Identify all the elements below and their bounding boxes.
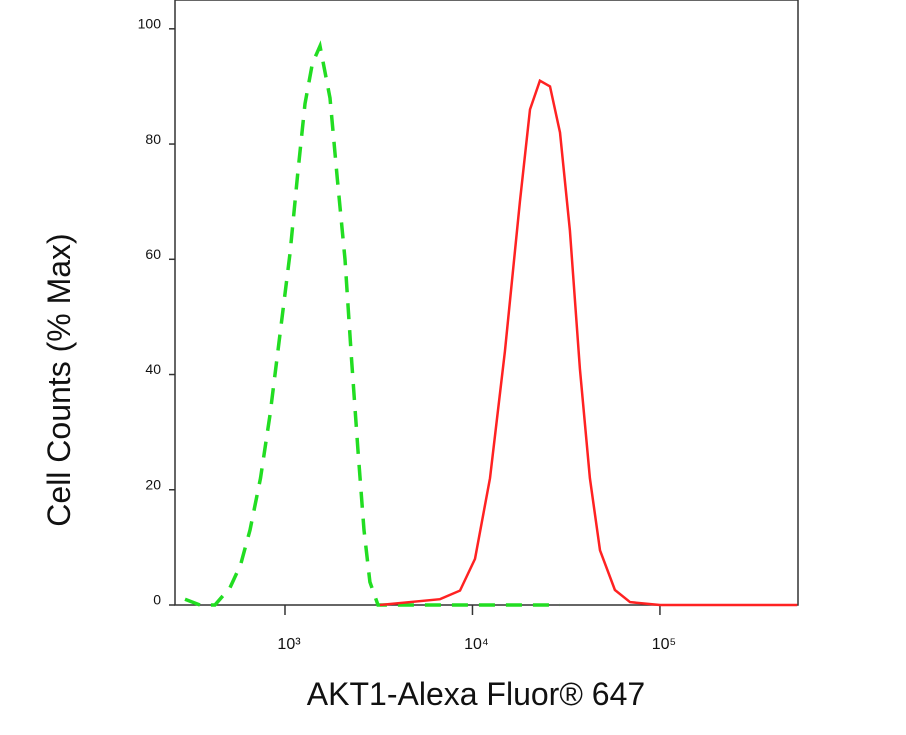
plot-frame bbox=[174, 0, 799, 606]
y-axis-label: Cell Counts (% Max) bbox=[41, 233, 77, 526]
y-tick-label: 80 bbox=[145, 131, 161, 147]
y-tick-label: 20 bbox=[145, 476, 161, 492]
histogram-line bbox=[184, 40, 560, 607]
y-tick-label: 40 bbox=[145, 361, 161, 377]
x-axis-label: AKT1-Alexa Fluor® 647 bbox=[307, 676, 645, 712]
histogram-line bbox=[379, 78, 798, 607]
y-tick-label: 0 bbox=[153, 592, 161, 608]
x-tick-label: 10⁴ bbox=[464, 636, 489, 653]
y-tick-label: 60 bbox=[145, 246, 161, 262]
x-tick-label: 10³ bbox=[277, 636, 301, 653]
y-tick-label: 100 bbox=[138, 16, 162, 32]
x-tick-label: 10⁵ bbox=[652, 636, 676, 653]
